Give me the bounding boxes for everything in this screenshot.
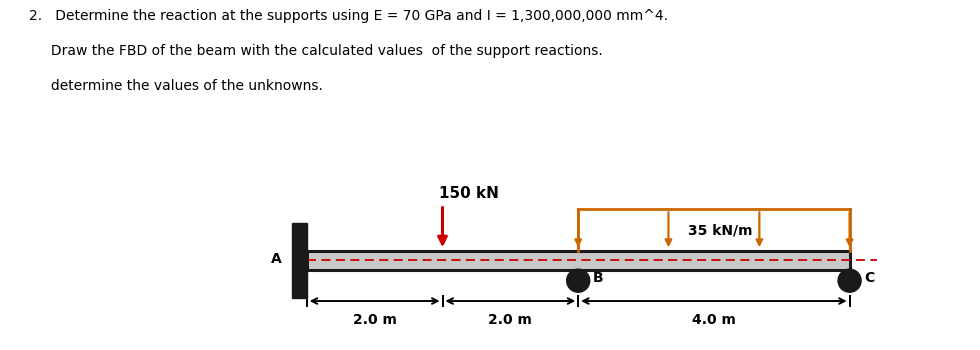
Text: B: B	[593, 271, 604, 285]
Text: 35 kN/m: 35 kN/m	[688, 223, 753, 237]
Text: 2.0 m: 2.0 m	[353, 313, 397, 327]
Text: 4.0 m: 4.0 m	[692, 313, 736, 327]
Circle shape	[838, 269, 861, 292]
Text: 2.0 m: 2.0 m	[488, 313, 532, 327]
Text: 2.   Determine the reaction at the supports using E = 70 GPa and I = 1,300,000,0: 2. Determine the reaction at the support…	[29, 9, 668, 23]
Bar	[292, 223, 307, 298]
Text: 150 kN: 150 kN	[439, 186, 499, 201]
Circle shape	[566, 269, 590, 292]
Text: A: A	[270, 252, 281, 266]
Text: determine the values of the unknowns.: determine the values of the unknowns.	[29, 79, 323, 93]
Text: C: C	[864, 271, 875, 285]
Bar	[307, 251, 850, 270]
Text: Draw the FBD of the beam with the calculated values  of the support reactions.: Draw the FBD of the beam with the calcul…	[29, 44, 603, 58]
